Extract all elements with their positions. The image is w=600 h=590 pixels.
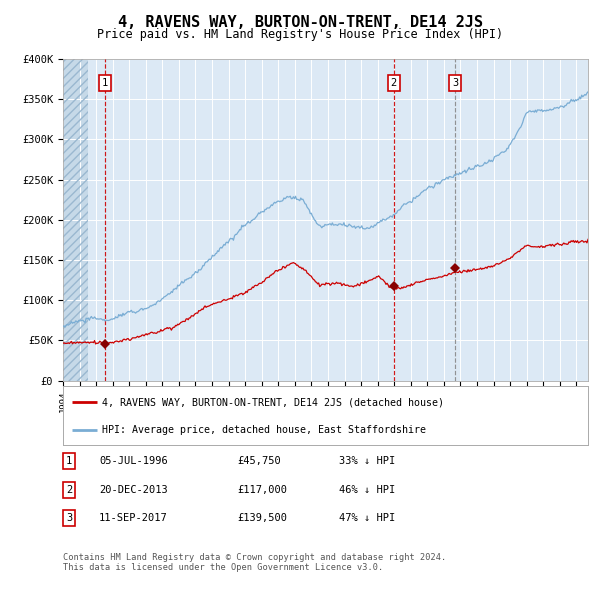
Text: £45,750: £45,750 xyxy=(237,457,281,466)
Text: £139,500: £139,500 xyxy=(237,513,287,523)
Text: 47% ↓ HPI: 47% ↓ HPI xyxy=(339,513,395,523)
Text: 2: 2 xyxy=(66,485,72,494)
Text: 2: 2 xyxy=(391,78,397,88)
Text: 1: 1 xyxy=(66,457,72,466)
Text: 3: 3 xyxy=(66,513,72,523)
Text: Contains HM Land Registry data © Crown copyright and database right 2024.: Contains HM Land Registry data © Crown c… xyxy=(63,553,446,562)
Text: 46% ↓ HPI: 46% ↓ HPI xyxy=(339,485,395,494)
Text: HPI: Average price, detached house, East Staffordshire: HPI: Average price, detached house, East… xyxy=(103,425,427,434)
Text: £117,000: £117,000 xyxy=(237,485,287,494)
Text: This data is licensed under the Open Government Licence v3.0.: This data is licensed under the Open Gov… xyxy=(63,563,383,572)
Text: 05-JUL-1996: 05-JUL-1996 xyxy=(99,457,168,466)
Text: 3: 3 xyxy=(452,78,458,88)
Bar xyxy=(63,59,88,381)
Text: 4, RAVENS WAY, BURTON-ON-TRENT, DE14 2JS: 4, RAVENS WAY, BURTON-ON-TRENT, DE14 2JS xyxy=(118,15,482,30)
Text: Price paid vs. HM Land Registry's House Price Index (HPI): Price paid vs. HM Land Registry's House … xyxy=(97,28,503,41)
Text: 4, RAVENS WAY, BURTON-ON-TRENT, DE14 2JS (detached house): 4, RAVENS WAY, BURTON-ON-TRENT, DE14 2JS… xyxy=(103,398,445,407)
Text: 20-DEC-2013: 20-DEC-2013 xyxy=(99,485,168,494)
Text: 33% ↓ HPI: 33% ↓ HPI xyxy=(339,457,395,466)
Text: 1: 1 xyxy=(101,78,107,88)
Bar xyxy=(63,59,88,381)
Text: 11-SEP-2017: 11-SEP-2017 xyxy=(99,513,168,523)
